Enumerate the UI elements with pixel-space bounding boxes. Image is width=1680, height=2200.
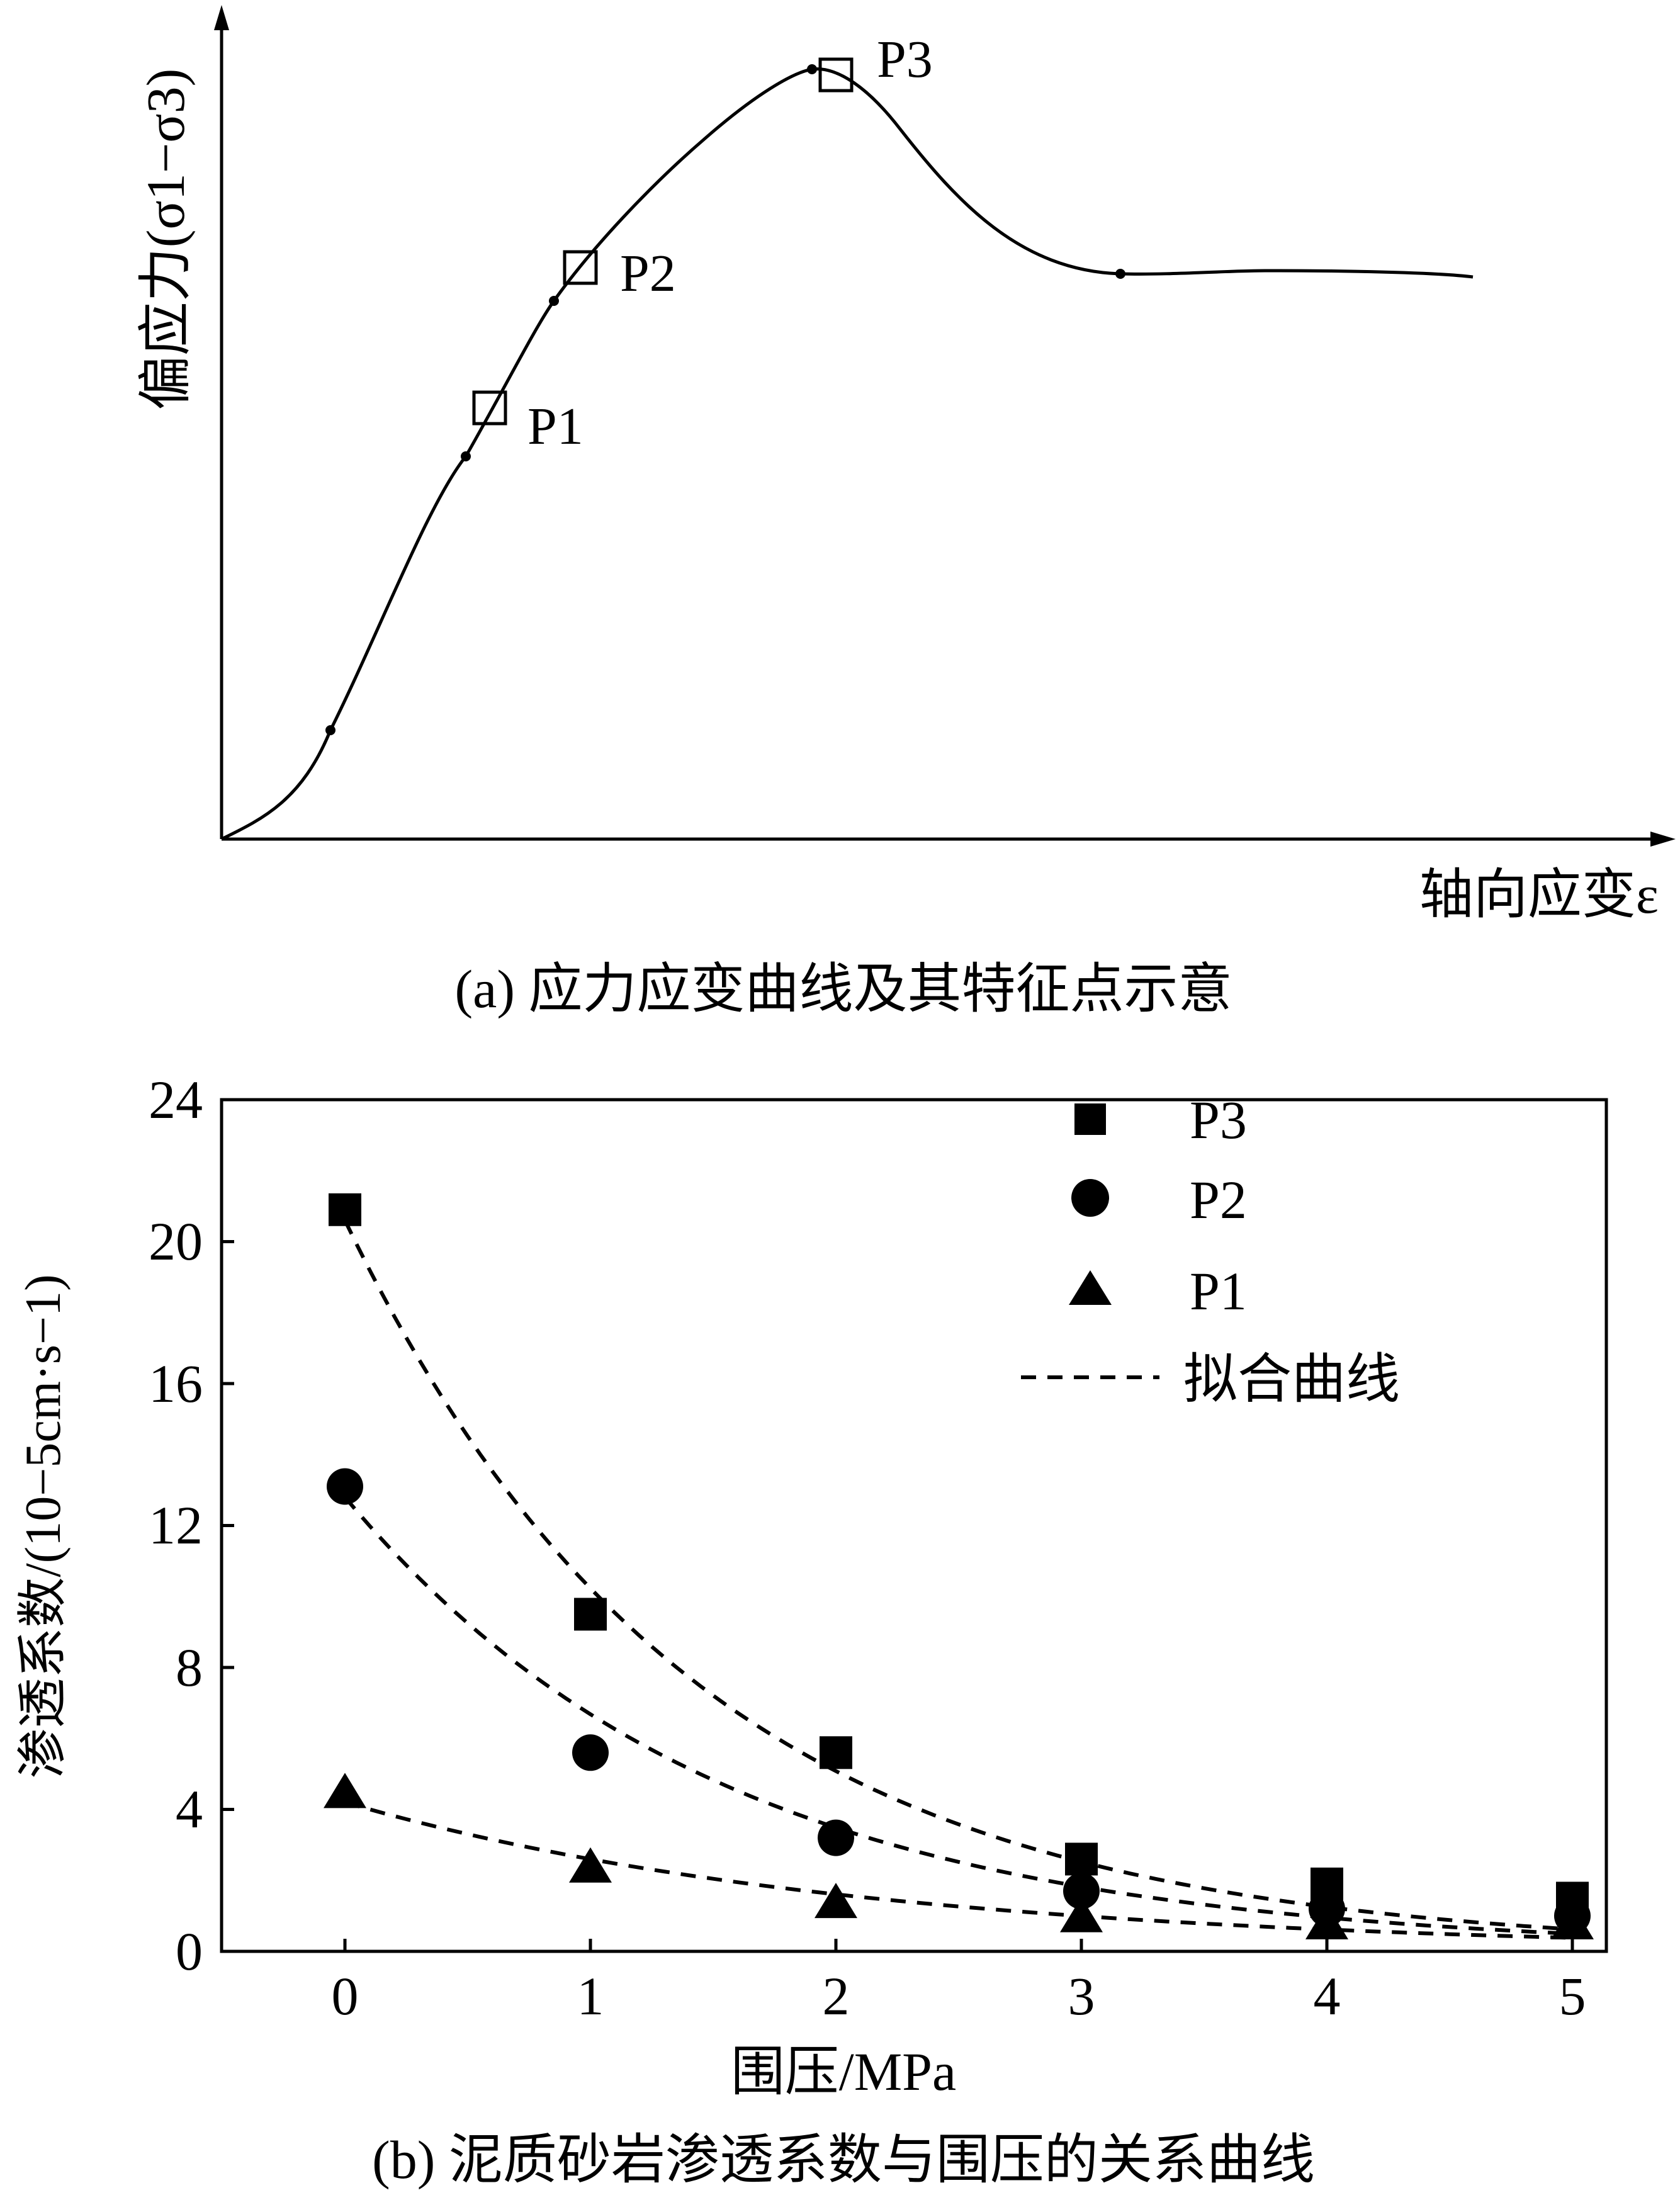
marker-label-p2: P2 [620, 244, 676, 303]
fit-curve-p3 [343, 1219, 1573, 1931]
data-point-p2 [327, 1468, 363, 1505]
legend: P3 P2 P1 拟合曲线 [1021, 1090, 1400, 1409]
data-point-p3 [329, 1193, 361, 1226]
marker-label-p3: P3 [877, 30, 933, 89]
panel-b-caption: (b) 泥质砂岩渗透系数与围压的关系曲线 [372, 2129, 1315, 2190]
curve-point [549, 296, 559, 306]
data-point-p1 [815, 1883, 857, 1919]
data-point-p1 [1551, 1904, 1594, 1939]
panel-a-x-arrow [1650, 832, 1676, 847]
curve-point [807, 64, 817, 74]
x-tick-label: 5 [1559, 1966, 1586, 2026]
y-tick-label: 20 [149, 1211, 203, 1272]
legend-marker-p2 [1071, 1179, 1109, 1217]
legend-marker-p1 [1069, 1270, 1112, 1305]
y-tick-label: 12 [149, 1495, 203, 1555]
y-tick-label: 24 [149, 1069, 203, 1130]
marker-label-p1: P1 [527, 397, 583, 456]
panel-a: P1 P2 P3 偏应力(σ1−σ3) 轴向应变ε (a) 应力应变曲线及其特征… [135, 5, 1676, 1019]
stress-strain-curve [220, 67, 1474, 841]
y-tick-label: 0 [176, 1921, 203, 1982]
marker-box-p1 [472, 390, 507, 426]
data-point-p3 [1065, 1842, 1098, 1876]
data-point-p1 [324, 1773, 366, 1808]
panel-b-y-label: 渗透系数/(10−5cm·s−1) [16, 1274, 71, 1778]
curve-point [1115, 269, 1125, 279]
x-tick-label: 2 [823, 1966, 850, 2026]
x-ticks: 0 1 2 3 4 5 [332, 1939, 1586, 2026]
panel-a-caption: (a) 应力应变曲线及其特征点示意 [455, 959, 1232, 1019]
legend-marker-p3 [1074, 1103, 1106, 1135]
curve-point [461, 451, 471, 461]
panel-a-y-label: 偏应力(σ1−σ3) [135, 69, 196, 410]
x-tick-label: 1 [577, 1966, 604, 2026]
y-ticks: 0 4 8 12 16 20 24 [149, 1069, 234, 1982]
data-markers [324, 1193, 1594, 1939]
data-point-p1 [569, 1847, 612, 1883]
panel-a-y-arrow [214, 5, 229, 30]
panel-a-x-label: 轴向应变ε [1419, 864, 1659, 925]
legend-label-fit: 拟合曲线 [1183, 1349, 1400, 1409]
curve-point [325, 725, 335, 735]
x-tick-label: 0 [332, 1966, 359, 2026]
marker-box-p2 [563, 250, 598, 285]
legend-label-p1: P1 [1190, 1261, 1247, 1321]
y-tick-label: 16 [149, 1353, 203, 1414]
data-point-p3 [574, 1598, 607, 1631]
x-tick-label: 4 [1314, 1966, 1341, 2026]
data-point-p1 [1305, 1904, 1348, 1939]
data-point-p2 [1063, 1873, 1100, 1910]
legend-label-p2: P2 [1190, 1170, 1247, 1230]
y-tick-label: 8 [176, 1637, 203, 1698]
data-point-p2 [572, 1734, 609, 1771]
panel-b-x-label: 围压/MPa [731, 2041, 956, 2102]
data-point-p1 [1060, 1897, 1103, 1932]
fit-curve-p2 [343, 1496, 1573, 1936]
data-point-p3 [820, 1736, 852, 1769]
y-tick-label: 4 [176, 1779, 203, 1839]
fit-curve-p1 [344, 1800, 1573, 1940]
fit-curves [343, 1219, 1573, 1940]
data-point-p2 [818, 1819, 854, 1856]
legend-label-p3: P3 [1190, 1090, 1247, 1150]
marker-box-p3 [818, 57, 854, 93]
x-tick-label: 3 [1068, 1966, 1095, 2026]
panel-b: 0 1 2 3 4 5 0 4 8 12 16 20 24 P3 [16, 1069, 1608, 2190]
